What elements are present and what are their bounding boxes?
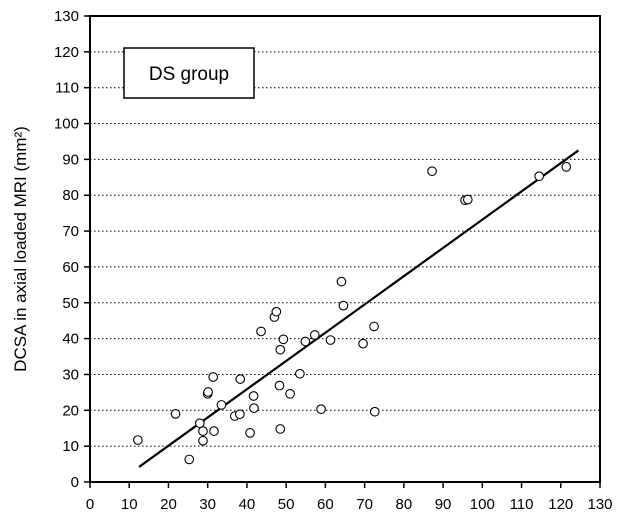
data-point: [427, 166, 437, 177]
data-point: [336, 276, 347, 287]
data-point: [245, 428, 255, 438]
y-tick-label: 20: [62, 402, 79, 419]
data-point: [534, 171, 545, 182]
x-tick-label: 120: [548, 496, 573, 513]
y-tick-label: 40: [62, 331, 79, 348]
y-tick-label: 100: [54, 116, 79, 133]
data-point: [256, 326, 266, 337]
data-point: [316, 404, 326, 415]
data-point: [249, 403, 259, 414]
data-point: [170, 409, 181, 419]
y-tick-label: 30: [62, 366, 79, 383]
data-point: [235, 374, 246, 384]
y-tick-label: 90: [62, 151, 79, 168]
y-tick-label: 120: [54, 44, 79, 61]
x-axis: 0 10 20 30 40 50 60 70 80 90 100 110 120 130: [86, 482, 613, 513]
y-axis-label: DCSA in axial loaded MRI (mm²): [11, 126, 30, 372]
x-tick-label: 0: [86, 496, 94, 513]
data-point: [133, 435, 143, 445]
x-tick-label: 30: [199, 496, 216, 513]
y-tick-label: 110: [55, 80, 79, 97]
x-tick-label: 90: [435, 496, 452, 513]
x-tick-label: 40: [239, 496, 256, 513]
data-point: [274, 380, 285, 391]
data-point: [369, 321, 379, 332]
data-point: [209, 426, 219, 436]
y-tick-label: 80: [62, 187, 79, 204]
data-points: [133, 162, 572, 465]
data-point: [275, 424, 286, 434]
data-point: [271, 306, 282, 317]
y-tick-label: 0: [71, 474, 79, 491]
y-tick-label: 10: [62, 438, 79, 455]
x-tick-label: 60: [317, 496, 334, 513]
data-point: [325, 335, 336, 345]
data-point: [208, 372, 219, 382]
data-point: [309, 330, 320, 340]
x-tick-label: 20: [160, 496, 177, 513]
data-point: [295, 368, 305, 379]
plot-frame: [89, 15, 601, 483]
x-tick-label: 100: [470, 496, 495, 513]
y-axis: 0 10 20 30 40 50 60 70 80 90 100 110 120 130: [54, 8, 90, 491]
data-point: [203, 387, 213, 397]
legend-label: DS group: [149, 64, 229, 85]
data-point: [300, 336, 311, 347]
data-point: [285, 388, 295, 399]
legend-box: DS group: [123, 47, 255, 99]
data-point: [369, 406, 380, 417]
y-tick-label: 70: [62, 223, 79, 240]
y-tick-label: 130: [54, 8, 79, 25]
data-point: [561, 162, 572, 172]
data-point: [248, 391, 259, 401]
x-tick-label: 70: [356, 496, 373, 513]
y-tick-label: 60: [62, 259, 79, 276]
x-tick-label: 10: [121, 496, 138, 513]
data-point: [462, 194, 473, 205]
x-tick-label: 130: [587, 496, 612, 513]
x-tick-label: 80: [396, 496, 413, 513]
data-point: [198, 426, 208, 436]
data-point: [216, 400, 227, 410]
data-point: [184, 454, 195, 465]
data-point: [194, 418, 205, 429]
y-tick-label: 50: [62, 295, 79, 312]
data-point: [338, 300, 349, 311]
data-point: [235, 409, 245, 420]
regression-line: [138, 149, 580, 468]
gridlines: [90, 51, 600, 447]
x-tick-label: 50: [278, 496, 295, 513]
data-point: [278, 334, 289, 345]
data-point: [275, 344, 286, 355]
data-point: [358, 338, 368, 349]
legend-box-frame: [123, 47, 255, 99]
x-tick-label: 110: [510, 496, 534, 513]
data-point: [198, 435, 208, 446]
